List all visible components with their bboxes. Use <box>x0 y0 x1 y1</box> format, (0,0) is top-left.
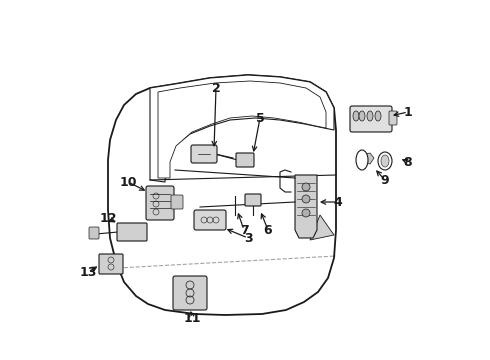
Polygon shape <box>310 215 334 240</box>
FancyBboxPatch shape <box>99 254 123 274</box>
Text: 2: 2 <box>212 81 220 94</box>
Text: 5: 5 <box>256 112 265 125</box>
Ellipse shape <box>367 111 373 121</box>
FancyBboxPatch shape <box>245 194 261 206</box>
Circle shape <box>302 209 310 217</box>
Polygon shape <box>108 75 336 315</box>
Text: 7: 7 <box>240 224 248 237</box>
Circle shape <box>302 183 310 191</box>
FancyBboxPatch shape <box>117 223 147 241</box>
Text: 4: 4 <box>334 195 343 208</box>
Ellipse shape <box>375 111 381 121</box>
Ellipse shape <box>378 152 392 170</box>
Ellipse shape <box>353 111 359 121</box>
Text: 8: 8 <box>404 156 412 168</box>
FancyBboxPatch shape <box>236 153 254 167</box>
Ellipse shape <box>356 150 368 170</box>
FancyBboxPatch shape <box>194 210 226 230</box>
FancyBboxPatch shape <box>89 227 99 239</box>
FancyBboxPatch shape <box>171 195 183 209</box>
Text: 1: 1 <box>404 105 413 118</box>
Ellipse shape <box>381 155 389 167</box>
Polygon shape <box>295 175 317 238</box>
Polygon shape <box>360 153 374 164</box>
Text: 12: 12 <box>99 211 117 225</box>
Text: 6: 6 <box>264 224 272 237</box>
Text: 10: 10 <box>119 175 137 189</box>
Polygon shape <box>150 75 334 182</box>
FancyBboxPatch shape <box>173 276 207 310</box>
Ellipse shape <box>359 111 365 121</box>
Circle shape <box>302 195 310 203</box>
FancyBboxPatch shape <box>146 186 174 220</box>
Polygon shape <box>158 81 326 178</box>
Text: 9: 9 <box>381 174 390 186</box>
FancyBboxPatch shape <box>350 106 392 132</box>
Text: 3: 3 <box>244 231 252 244</box>
Text: 13: 13 <box>79 266 97 279</box>
Text: 11: 11 <box>183 311 201 324</box>
FancyBboxPatch shape <box>191 145 217 163</box>
FancyBboxPatch shape <box>389 111 397 125</box>
